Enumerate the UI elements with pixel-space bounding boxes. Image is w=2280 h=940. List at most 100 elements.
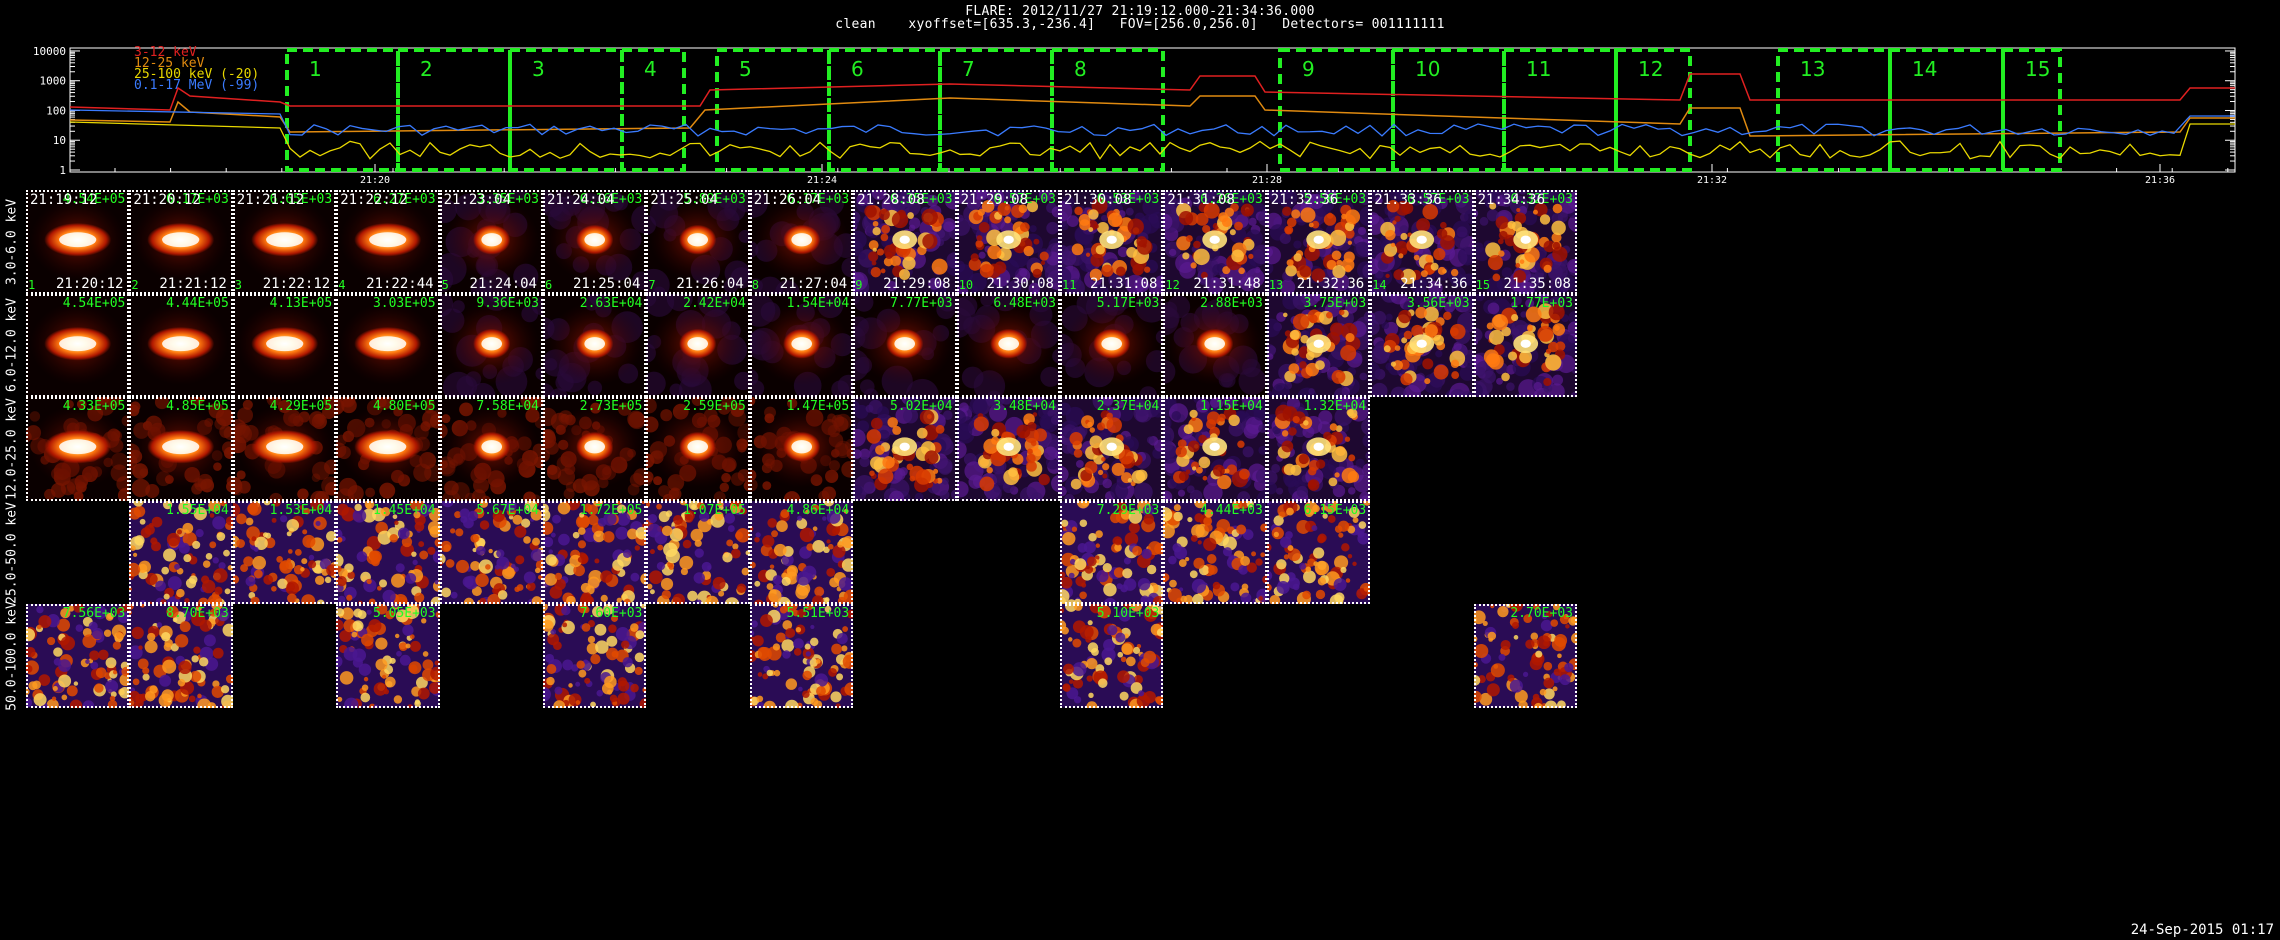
y-tick-label: 1	[59, 164, 66, 177]
image-tile: 3.56E+03	[1370, 293, 1474, 398]
tile-interval-index: 14	[1372, 277, 1387, 292]
image-tile: 2.37E+04	[1060, 397, 1164, 501]
interval-label: 2	[420, 57, 433, 81]
tile-start-time: 21:33:36	[1374, 192, 1442, 208]
image-tile: 4.80E+05	[336, 397, 440, 501]
image-tile: 6.32E+03 21:34:36 21:35:08 15	[1473, 190, 1577, 294]
interval-label: 8	[1074, 57, 1087, 81]
tile-end-time: 21:22:12	[262, 275, 331, 292]
interval-box	[1776, 48, 1892, 172]
tile-peak-value: 7.60E+03	[579, 606, 643, 622]
image-tile: 2.59E+05	[646, 397, 750, 501]
interval-box	[508, 48, 624, 172]
row-label-text: 3.0-6.0 keV	[4, 198, 20, 285]
row-label-text: 50.0-100.0 keV	[4, 601, 20, 711]
tile-peak-value: 2.70E+03	[1510, 606, 1573, 622]
interval-box	[1391, 48, 1506, 172]
row-label-text: 6.0-12.0 keV	[4, 298, 20, 393]
interval-label: 4	[644, 57, 657, 81]
interval-label: 3	[532, 57, 545, 81]
curve-25-100-kev	[69, 121, 2235, 160]
tile-start-time: 21:20:12	[133, 192, 201, 208]
image-tile: 6.17E+03 21:20:12 21:21:12 2	[129, 190, 233, 294]
interval-label: 13	[1800, 57, 1825, 81]
tile-peak-value: 1.55E+04	[166, 502, 229, 518]
image-tile: 4.54E+05 21:19:12 21:20:12 1	[26, 190, 130, 294]
row-label-energy-band: 6.0-12.0 keV	[0, 294, 24, 398]
tile-peak-value: 5.51E+03	[786, 606, 850, 622]
tile-start-time: 21:28:08	[857, 192, 925, 208]
image-tile: 1.54E+04	[749, 293, 854, 398]
tile-peak-value: 4.54E+05	[62, 192, 126, 207]
tile-peak-value: 3.35E+03	[476, 192, 539, 207]
legend-entry: 25-100 keV (-20)	[134, 67, 259, 82]
interval-label: 12	[1638, 57, 1663, 81]
image-tile: 5.17E+03	[1060, 293, 1164, 398]
tile-peak-value: 5.56E+03	[1303, 192, 1367, 207]
interval-box	[827, 48, 942, 172]
image-tile: 4.44E+05	[129, 293, 233, 398]
tile-end-time: 21:34:36	[1400, 275, 1468, 292]
row-label-text: 25.0-50.0 keV	[4, 501, 20, 604]
image-tile: 4.54E+05	[26, 293, 130, 398]
tile-peak-value: 3.75E+03	[1303, 295, 1367, 311]
tile-peak-value: 6.26E+03	[1200, 192, 1263, 207]
tile-start-time: 21:24:04	[547, 192, 615, 208]
tile-peak-value: 1.32E+04	[1303, 399, 1367, 415]
image-tile: 1.55E+04	[129, 500, 233, 605]
image-tile: 4.86E+04	[749, 500, 854, 605]
curve-0.1-17-mev	[69, 109, 2235, 137]
tile-peak-value: 1.72E+05	[579, 502, 643, 518]
tile-peak-value: 6.27E+03	[372, 192, 436, 207]
tile-peak-value: 4.54E+05	[62, 295, 126, 311]
tile-peak-value: 6.65E+03	[269, 192, 333, 207]
image-tile: 6.17E+03 21:26:04 21:27:04 8	[749, 190, 854, 294]
tile-peak-value: 1.45E+04	[372, 502, 436, 518]
tile-peak-value: 7.77E+03	[889, 295, 953, 311]
interval-label: 7	[962, 57, 975, 81]
interval-label: 5	[739, 57, 752, 81]
image-tile: 1.47E+05	[749, 397, 854, 501]
x-tick-label: 21:28	[1252, 175, 1282, 186]
tile-end-time: 21:20:12	[55, 275, 124, 292]
image-tile: 7.60E+03	[543, 604, 647, 708]
tile-peak-value: 1.47E+05	[786, 399, 850, 415]
image-tile: 5.10E+03	[1060, 604, 1164, 708]
x-tick-label: 21:32	[1697, 175, 1727, 186]
tile-peak-value: 4.13E+05	[269, 295, 333, 311]
tile-peak-value: 4.44E+03	[1200, 502, 1263, 518]
image-tile: 1.32E+04	[1266, 397, 1371, 501]
tile-end-time: 21:32:36	[1296, 275, 1365, 292]
tile-start-time: 21:21:12	[236, 192, 305, 208]
tile-peak-value: 1.07E+05	[683, 502, 746, 518]
image-tile: 3.75E+03	[1266, 293, 1371, 398]
tile-interval-index: 5	[441, 277, 449, 292]
image-tile: 2.70E+03	[1473, 604, 1577, 708]
interval-label: 9	[1302, 57, 1315, 81]
flare-title: FLARE: 2012/11/27 21:19:12.000-21:34:36.…	[965, 4, 1315, 19]
image-tile: 3.48E+04	[956, 397, 1060, 501]
tile-interval-index: 10	[958, 277, 974, 292]
tile-start-time: 21:31:08	[1167, 192, 1235, 208]
x-tick-label: 21:24	[807, 175, 837, 186]
interval-label: 1	[309, 57, 322, 81]
interval-box	[285, 48, 400, 172]
image-tile: 8.70E+03	[129, 604, 233, 708]
tile-end-time: 21:21:12	[159, 275, 227, 292]
image-tile: 1.45E+04	[336, 500, 440, 605]
image-tile: 4.85E+05	[129, 397, 233, 501]
image-tile: 9.36E+03	[439, 293, 543, 398]
image-tile: 1.07E+05	[646, 500, 750, 605]
tile-start-time: 21:25:04	[650, 192, 718, 208]
image-tile: 6.65E+03 21:21:12 21:22:12 3	[232, 190, 337, 294]
tile-peak-value: 9.36E+03	[476, 295, 539, 311]
tile-peak-value: 7.58E+04	[476, 399, 539, 415]
tile-peak-value: 1.77E+03	[1510, 295, 1573, 311]
tile-start-time: 21:34:36	[1477, 192, 1546, 208]
image-tile: 4.44E+03	[1163, 500, 1267, 605]
interval-box	[1888, 48, 2005, 172]
x-tick-label: 21:36	[2145, 175, 2175, 186]
tile-peak-value: 2.42E+04	[683, 295, 746, 311]
y-tick-label: 10000	[33, 45, 66, 58]
